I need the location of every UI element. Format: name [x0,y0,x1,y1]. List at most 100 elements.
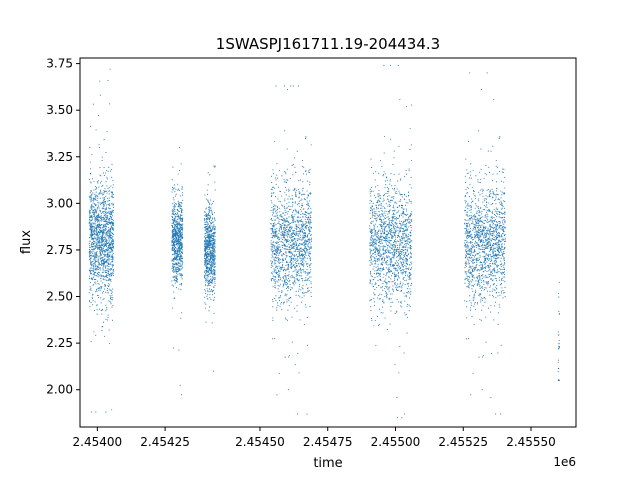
data-point [178,236,180,238]
data-point [276,207,278,209]
data-point [104,258,106,261]
data-point [93,206,95,208]
data-point [204,237,207,239]
data-point [276,253,278,255]
data-point [284,226,286,228]
data-point [172,166,174,168]
data-point [370,255,372,257]
data-point [91,239,93,241]
data-point [278,170,280,172]
data-point [285,245,287,247]
data-point [210,237,212,239]
data-point [297,216,299,218]
data-point [285,318,287,320]
data-point [397,217,399,220]
data-point [297,222,299,224]
data-point [270,240,272,242]
data-point [381,240,383,242]
data-point [288,201,290,203]
data-point [173,297,175,300]
data-point [285,261,287,263]
data-point [309,264,311,266]
data-point [176,245,178,247]
data-point [112,260,114,262]
data-point [204,240,206,242]
data-point [179,234,181,236]
data-point [93,266,95,268]
data-point [272,251,274,253]
data-point [394,312,396,315]
data-point [402,245,404,247]
data-point [111,232,113,234]
data-point [178,239,180,241]
data-point [300,227,302,229]
data-point [290,247,292,249]
data-point [93,230,95,232]
data-point [206,215,208,217]
data-point [108,235,110,238]
data-point [177,241,180,243]
data-point [208,211,210,213]
data-point [300,289,302,291]
data-point [286,279,288,281]
data-point [204,241,206,243]
data-point [177,200,179,202]
data-point [106,170,108,172]
data-point [90,189,92,191]
data-point [100,223,103,226]
data-point [214,218,216,220]
data-point [98,226,100,228]
data-point [100,252,102,254]
data-point [98,239,100,241]
data-point [278,372,280,374]
data-point [112,209,114,212]
data-point [108,189,110,191]
data-point [300,223,302,226]
data-point [105,218,107,220]
data-point [395,229,397,231]
data-point [178,240,180,242]
data-point [275,295,277,297]
data-point [407,247,409,249]
data-point [302,236,304,238]
data-point [96,226,98,228]
data-point [401,224,403,226]
data-point [108,283,110,285]
data-point [103,269,105,271]
data-point [393,274,396,276]
data-point [370,201,373,203]
data-point [212,289,214,291]
data-point [98,232,100,234]
data-point [291,246,293,249]
data-point [293,239,295,241]
data-point [274,208,276,210]
data-point [211,276,213,278]
data-point [303,259,305,261]
data-point [374,251,376,253]
data-point [209,221,212,224]
data-point [208,230,210,233]
data-point [394,274,396,276]
data-point [92,267,94,269]
data-point [112,224,114,226]
data-point [380,224,382,226]
data-point [91,226,94,228]
data-point [92,243,94,246]
data-point [383,199,385,202]
data-point [209,275,211,278]
data-point [298,180,300,182]
data-point [108,260,110,262]
data-point [181,230,183,232]
data-point [213,254,215,256]
data-point [205,246,207,248]
data-point [306,235,309,237]
data-point [211,252,213,254]
data-point [207,252,209,254]
data-point [276,248,278,250]
data-point [281,205,284,207]
data-point [203,274,206,276]
data-point [298,203,300,205]
data-point [204,289,206,291]
data-point [273,276,275,278]
data-point [280,250,282,252]
